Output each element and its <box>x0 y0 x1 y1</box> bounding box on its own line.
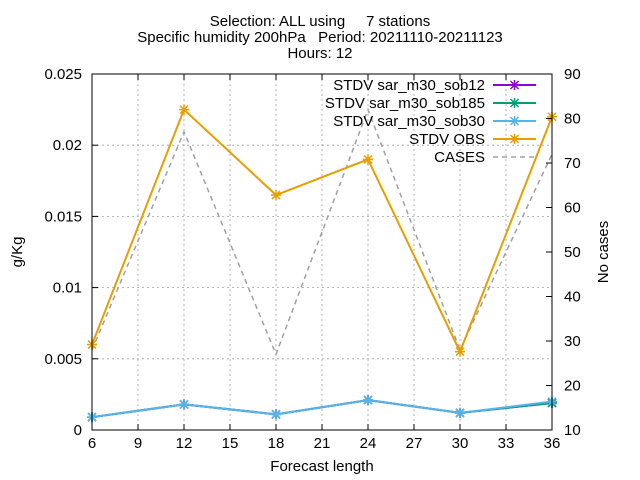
x-tick-label: 33 <box>498 435 515 452</box>
y2-tick-label: 20 <box>564 378 581 395</box>
x-tick-label: 36 <box>544 435 561 452</box>
y-tick-label: 0.005 <box>44 351 82 368</box>
x-tick-label: 18 <box>268 435 285 452</box>
chart-title-line-1: Selection: ALL using 7 stations <box>210 13 430 30</box>
chart-title-line-3: Hours: 12 <box>287 45 352 62</box>
chart-title: Selection: ALL using 7 stationsSpecific … <box>137 13 503 62</box>
data-point <box>363 154 373 165</box>
y2-axis-label: No cases <box>595 221 612 284</box>
legend-label: CASES <box>434 149 485 166</box>
data-point <box>271 409 281 420</box>
data-point <box>363 395 373 406</box>
y-tick-label: 0.01 <box>53 280 82 297</box>
data-point <box>271 190 281 201</box>
y2-tick-label: 60 <box>564 200 581 217</box>
legend-marker <box>509 116 520 126</box>
y-tick-label: 0 <box>74 422 82 439</box>
x-tick-label: 12 <box>176 435 193 452</box>
x-tick-label: 30 <box>452 435 469 452</box>
y2-tick-label: 90 <box>564 66 581 83</box>
chart-title-line-2: Specific humidity 200hPa Period: 2021111… <box>137 29 503 46</box>
y2-tick-label: 30 <box>564 333 581 350</box>
y2-tick-label: 70 <box>564 155 581 172</box>
y-tick-label: 0.015 <box>44 208 82 225</box>
y-axis-label: g/Kg <box>9 237 26 268</box>
legend-marker <box>509 80 520 90</box>
y-axis: 0 0.005 0.01 0.015 0.02 0.025 <box>44 66 98 439</box>
legend-label: STDV sar_m30_sob30 <box>333 113 485 130</box>
x-tick-label: 24 <box>360 435 377 452</box>
x-tick-label: 27 <box>406 435 423 452</box>
legend-label: STDV sar_m30_sob185 <box>325 95 485 112</box>
x-axis: 6 9 12 15 18 21 24 27 30 33 36 <box>88 74 561 452</box>
legend-marker <box>509 134 520 144</box>
y2-tick-label: 80 <box>564 111 581 128</box>
x-tick-label: 21 <box>314 435 331 452</box>
data-point <box>179 104 189 115</box>
y-tick-label: 0.025 <box>44 66 82 83</box>
grid <box>92 74 552 430</box>
y2-tick-label: 50 <box>564 244 581 261</box>
data-point <box>179 399 189 410</box>
series-line <box>91 399 553 419</box>
y2-tick-label: 40 <box>564 289 581 306</box>
x-tick-label: 6 <box>88 435 96 452</box>
x-tick-label: 9 <box>134 435 142 452</box>
data-point <box>455 407 465 418</box>
legend-label: STDV sar_m30_sob12 <box>333 77 485 94</box>
legend-label: STDV OBS <box>409 131 485 148</box>
legend-marker <box>509 98 520 108</box>
y2-axis: 10 20 30 40 50 60 70 80 90 <box>546 66 581 439</box>
y2-tick-label: 10 <box>564 422 581 439</box>
y-tick-label: 0.02 <box>53 137 82 154</box>
data-point <box>455 346 465 357</box>
x-axis-label: Forecast length <box>270 458 373 475</box>
series-line <box>91 107 553 355</box>
x-tick-label: 15 <box>222 435 239 452</box>
